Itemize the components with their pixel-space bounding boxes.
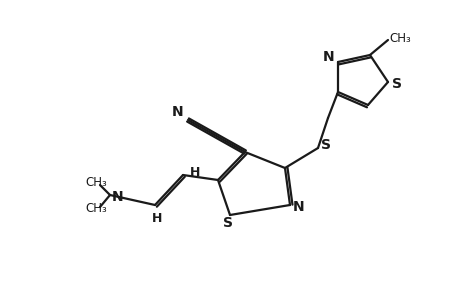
- Text: N: N: [292, 200, 304, 214]
- Text: CH₃: CH₃: [388, 32, 410, 44]
- Text: H: H: [151, 212, 162, 226]
- Text: N: N: [112, 190, 123, 204]
- Text: N: N: [323, 50, 334, 64]
- Text: H: H: [190, 167, 200, 179]
- Text: N: N: [172, 105, 184, 119]
- Text: CH₃: CH₃: [85, 202, 106, 215]
- Text: S: S: [223, 216, 233, 230]
- Text: S: S: [320, 138, 330, 152]
- Text: CH₃: CH₃: [85, 176, 106, 190]
- Text: S: S: [391, 77, 401, 91]
